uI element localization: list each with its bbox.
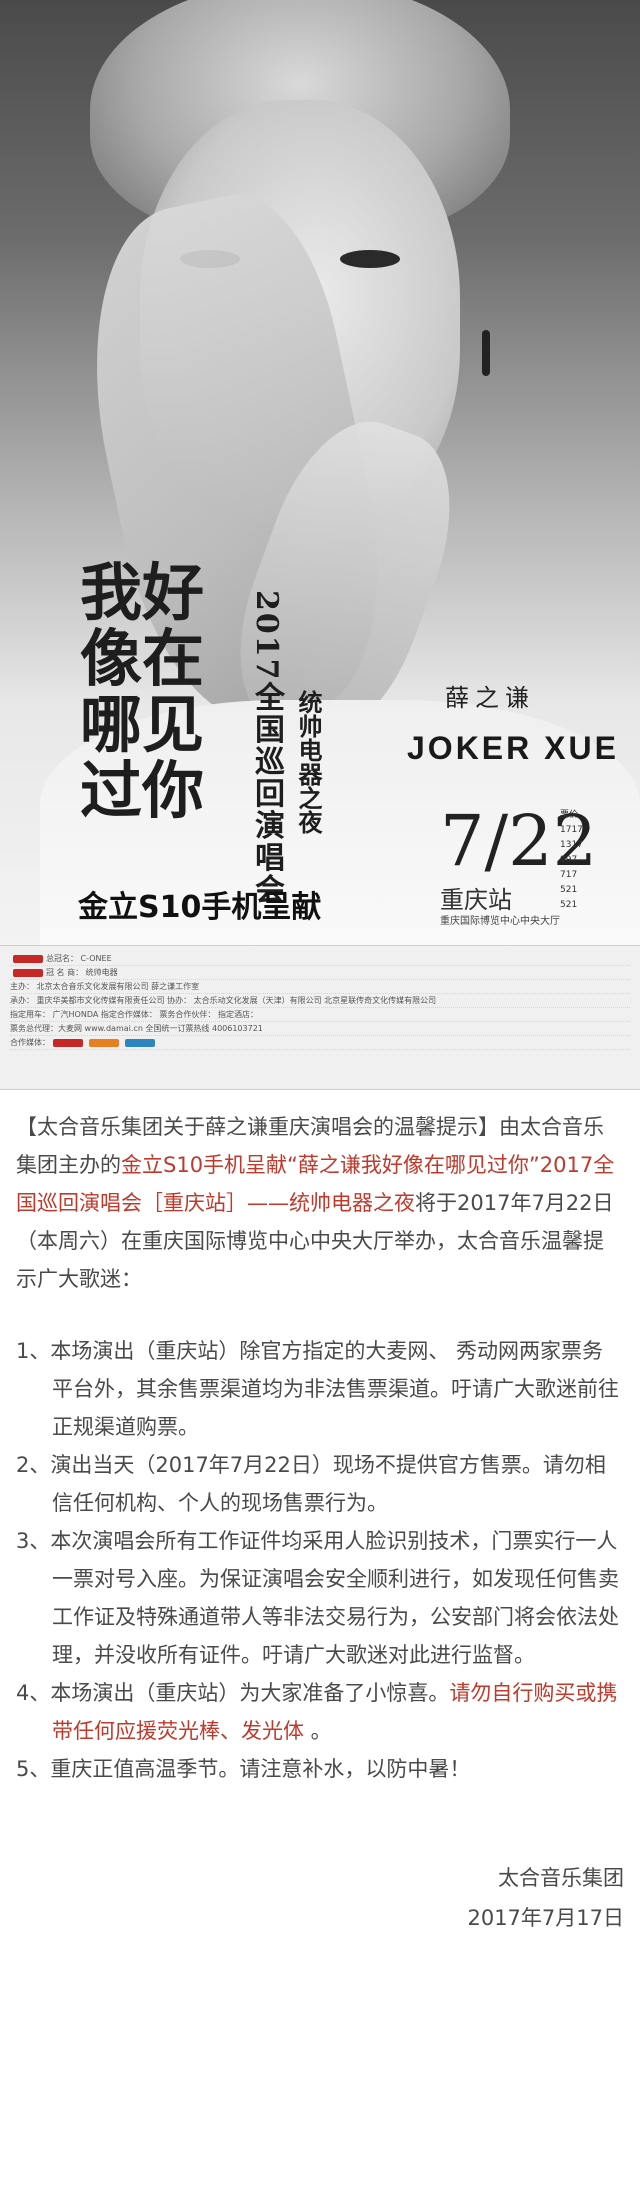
intro-text: 【太合音乐集团关于薛之谦重庆演唱会的温馨提示】由太合音乐集团主办的 — [16, 1115, 604, 1177]
intro-text: 将于2017年7月22日（本周六）在重庆国际博览中心中央大厅举办，太合音乐温馨提… — [16, 1191, 614, 1291]
tour-title: 我好 像在 哪见 过你 — [80, 560, 260, 880]
price-list: 票价 1717 1317 997 717 521 521 — [560, 808, 583, 913]
price-item: 521 — [560, 900, 578, 910]
sponsor-logo-icon — [13, 954, 43, 963]
credit-row: 承办： 重庆华美都市文化传媒有限责任公司 协办： 太合乐动文化发展（天津）有限公… — [10, 994, 630, 1008]
concert-venue: 重庆国际博览中心中央大厅 — [440, 916, 560, 927]
white-jacket — [40, 700, 640, 945]
credit-text: 冠 名 商： 统帅电器 — [46, 968, 118, 977]
concert-poster: 我好 像在 哪见 过你 2017全国巡回演唱会 统帅电器之夜 薛之谦 JOKER… — [0, 0, 640, 945]
tour-title-line: 像在 — [80, 622, 205, 695]
notice-warning-highlight: 请勿自行购买或携带任何应援荧光棒、发光体 — [52, 1681, 618, 1743]
spacer — [16, 1298, 624, 1332]
notice-item: 3、本次演唱会所有工作证件均采用人脸识别技术，门票实行一人一票对号入座。为保证演… — [16, 1529, 619, 1667]
right-eye — [340, 250, 400, 268]
credit-text: 承办： 重庆华美都市文化传媒有限责任公司 协办： 太合乐动文化发展（天津）有限公… — [10, 996, 437, 1005]
tour-title-line: 我好 — [80, 556, 205, 629]
sponsor-night: 统帅电器之夜 — [294, 690, 322, 834]
media-logo-icon — [125, 1038, 155, 1047]
credit-text: 合作媒体： — [10, 1038, 50, 1047]
sponsor-logo-icon — [13, 968, 43, 977]
signature-org: 太合音乐集团 — [498, 1866, 624, 1890]
artist-name-en: JOKER XUE — [407, 730, 619, 766]
tour-subtitle: 2017全国巡回演唱会 — [249, 590, 284, 906]
intro-paragraph: 【太合音乐集团关于薛之谦重庆演唱会的温馨提示】由太合音乐集团主办的金立S10手机… — [16, 1108, 624, 1298]
earring — [482, 330, 490, 376]
notice-text: 4、本场演出（重庆站）为大家准备了小惊喜。 — [16, 1681, 450, 1705]
credit-row: 指定用车： 广汽HONDA 指定合作媒体： 票务合作伙伴： 指定酒店： — [10, 1008, 630, 1022]
tour-title-line: 哪见 — [80, 688, 205, 761]
artist-name-cn: 薛之谦 — [445, 684, 535, 712]
media-logo-icon — [89, 1038, 119, 1047]
sponsor-credits: 总冠名： C-ONEE 冠 名 商： 统帅电器 主办： 北京太合音乐文化发展有限… — [0, 945, 640, 1090]
notice-text: 。 — [304, 1719, 332, 1743]
credit-text: 指定用车： 广汽HONDA 指定合作媒体： 票务合作伙伴： 指定酒店： — [10, 1010, 258, 1019]
price-label: 票价 — [560, 810, 579, 820]
notice-item: 4、本场演出（重庆站）为大家准备了小惊喜。请勿自行购买或携带任何应援荧光棒、发光… — [16, 1674, 624, 1750]
article-body: 【太合音乐集团关于薛之谦重庆演唱会的温馨提示】由太合音乐集团主办的金立S10手机… — [0, 1090, 640, 1788]
credit-row: 主办： 北京太合音乐文化发展有限公司 薛之谦工作室 — [10, 980, 630, 994]
event-name-highlight: 金立S10手机呈献“薛之谦我好像在哪见过你”2017全国巡回演唱会［重庆站］——… — [16, 1153, 615, 1215]
credit-text: 票务总代理：大麦网 www.damai.cn 全国统一订票热线 40061037… — [10, 1024, 263, 1033]
price-item: 997 — [560, 855, 578, 865]
notice-item: 5、重庆正值高温季节。请注意补水，以防中暑！ — [16, 1757, 471, 1781]
signature-date: 2017年7月17日 — [467, 1906, 624, 1930]
signature: 太合音乐集团 2017年7月17日 — [0, 1858, 640, 1938]
credit-row: 总冠名： C-ONEE — [10, 952, 630, 966]
credit-row: 冠 名 商： 统帅电器 — [10, 966, 630, 980]
credit-row: 票务总代理：大麦网 www.damai.cn 全国统一订票热线 40061037… — [10, 1022, 630, 1036]
credit-text: 主办： 北京太合音乐文化发展有限公司 薛之谦工作室 — [10, 982, 200, 991]
credit-text: 总冠名： C-ONEE — [46, 954, 112, 963]
tour-title-line: 过你 — [80, 754, 205, 827]
price-item: 717 — [560, 870, 578, 880]
credit-row: 合作媒体： — [10, 1036, 630, 1050]
concert-city: 重庆站 — [440, 886, 512, 914]
price-item: 521 — [560, 885, 578, 895]
media-logo-icon — [53, 1038, 83, 1047]
price-item: 1317 — [560, 840, 583, 850]
notice-item: 2、演出当天（2017年7月22日）现场不提供官方售票。请勿相信任何机构、个人的… — [16, 1453, 606, 1515]
notice-item: 1、本场演出（重庆站）除官方指定的大麦网、 秀动网两家票务平台外，其余售票渠道均… — [16, 1339, 619, 1439]
presenter-banner: 金立S10手机呈献 — [78, 890, 322, 925]
concert-date: 7/22 — [440, 800, 598, 882]
price-item: 1717 — [560, 825, 583, 835]
